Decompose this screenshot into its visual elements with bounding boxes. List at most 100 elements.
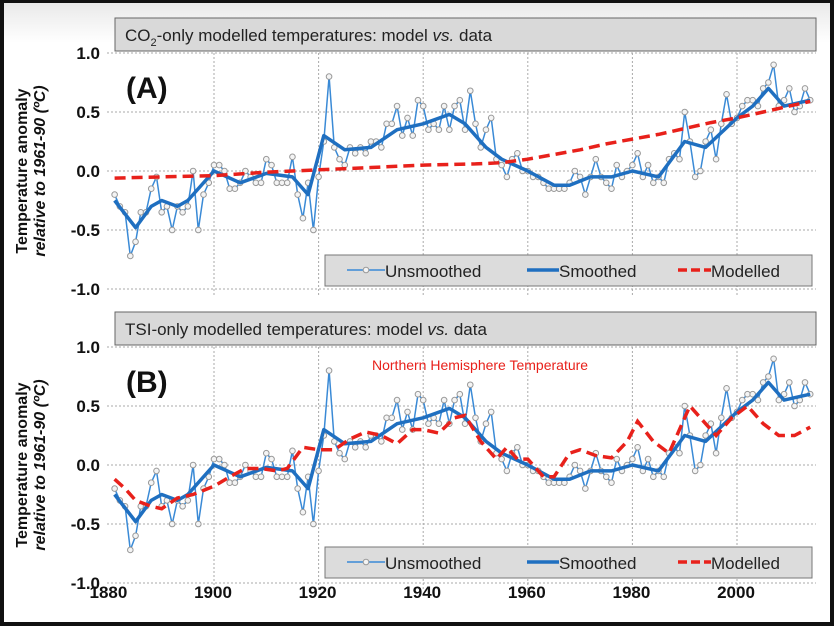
title-part-it: vs. xyxy=(427,320,449,339)
unsmoothed-point xyxy=(111,191,118,198)
legend-label-smoothed: Smoothed xyxy=(559,262,637,281)
y-axis-label: Temperature anomaly xyxy=(14,88,31,253)
chart-figure: CO2-only modelled temperatures: model vs… xyxy=(14,17,817,602)
unsmoothed-point xyxy=(231,479,239,487)
unsmoothed-point xyxy=(147,479,155,487)
y-tick-label: -0.5 xyxy=(71,221,100,240)
unsmoothed-point xyxy=(592,155,600,163)
x-tick-label: 1880 xyxy=(89,583,127,602)
unsmoothed-point xyxy=(195,226,202,234)
unsmoothed-point xyxy=(702,432,709,439)
unsmoothed-point xyxy=(127,546,134,554)
unsmoothed-point xyxy=(310,520,317,528)
y-tick-label: 0.0 xyxy=(76,456,100,475)
unsmoothed-point xyxy=(608,479,615,487)
x-tick-label: 2000 xyxy=(717,583,755,602)
unsmoothed-point xyxy=(681,402,689,410)
unsmoothed-point xyxy=(487,408,495,416)
unsmoothed-point xyxy=(754,396,762,404)
unsmoothed-point xyxy=(189,167,197,175)
smoothed-line xyxy=(113,380,811,524)
unsmoothed-point xyxy=(451,102,458,110)
unsmoothed-point xyxy=(477,144,485,151)
x-tick-label: 1960 xyxy=(508,583,546,602)
unsmoothed-point xyxy=(676,449,683,457)
unsmoothed-point xyxy=(179,209,186,216)
y-tick-label: 1.0 xyxy=(76,44,100,63)
unsmoothed-point xyxy=(466,381,474,389)
legend-marker-unsmoothed xyxy=(362,266,370,274)
unsmoothed-point xyxy=(571,461,579,469)
y-tick-label: -1.0 xyxy=(71,574,100,593)
unsmoothed-point xyxy=(602,473,610,481)
unsmoothed-point xyxy=(294,485,301,492)
unsmoothed-point xyxy=(351,444,359,451)
x-tick-label: 1920 xyxy=(299,583,337,602)
unsmoothed-point xyxy=(398,426,406,433)
unsmoothed-point xyxy=(759,379,767,386)
unsmoothed-point xyxy=(712,155,720,163)
unsmoothed-point xyxy=(780,390,788,398)
modelled-line xyxy=(113,402,812,511)
chart-title: CO2-only modelled temperatures: model vs… xyxy=(125,26,493,49)
unsmoothed-point xyxy=(184,497,192,504)
unsmoothed-point xyxy=(697,461,704,469)
unsmoothed-point xyxy=(362,444,369,451)
unsmoothed-point xyxy=(503,467,511,475)
unsmoothed-point xyxy=(466,87,474,95)
unsmoothed-point xyxy=(681,108,689,116)
unsmoothed-point xyxy=(613,455,621,463)
unsmoothed-point xyxy=(425,420,432,428)
unsmoothed-point xyxy=(310,226,317,234)
unsmoothed-point xyxy=(440,396,448,404)
unsmoothed-point xyxy=(472,414,479,422)
unsmoothed-point xyxy=(498,455,505,463)
unsmoothed-point xyxy=(498,161,505,169)
unsmoothed-point xyxy=(398,132,406,139)
unsmoothed-point xyxy=(147,185,155,192)
unsmoothed-point xyxy=(629,161,636,169)
unsmoothed-point xyxy=(446,126,453,133)
unsmoothed-point xyxy=(770,61,777,69)
unsmoothed-point xyxy=(644,161,652,169)
unsmoothed-point xyxy=(404,408,411,416)
legend-label-modelled: Modelled xyxy=(711,554,780,573)
unsmoothed-point xyxy=(608,185,615,192)
unsmoothed-point xyxy=(351,150,359,157)
unsmoothed-point xyxy=(738,396,746,404)
unsmoothed-point xyxy=(723,385,730,392)
unsmoothed-point xyxy=(289,447,296,455)
unsmoothed-point xyxy=(582,485,589,492)
title-part-post: data xyxy=(454,26,492,45)
unsmoothed-point xyxy=(414,96,422,104)
y-tick-label: -1.0 xyxy=(71,280,100,299)
unsmoothed-point xyxy=(650,179,657,187)
unsmoothed-point xyxy=(205,179,213,187)
title-box xyxy=(114,311,817,346)
unsmoothed-point xyxy=(712,449,720,457)
y-axis-label: Temperature anomaly xyxy=(14,382,31,547)
unsmoothed-point xyxy=(378,438,385,445)
y-tick-label: -0.5 xyxy=(71,515,100,534)
panel-label: (B) xyxy=(126,366,168,399)
y-tick-label: 0.5 xyxy=(76,103,100,122)
unsmoothed-point xyxy=(341,455,349,463)
unsmoothed-point xyxy=(409,132,417,139)
unsmoothed-point xyxy=(472,120,479,128)
unsmoothed-point xyxy=(205,473,213,481)
unsmoothed-point xyxy=(378,144,385,151)
unsmoothed-point xyxy=(435,126,443,133)
title-part-it: vs. xyxy=(433,26,455,45)
unsmoothed-point xyxy=(676,155,683,163)
title-part-post: data xyxy=(449,320,487,339)
unsmoothed-point xyxy=(315,173,322,181)
annotation: Northern Hemisphere Temperature xyxy=(372,357,588,373)
unsmoothed-point xyxy=(153,467,160,475)
x-tick-label: 1900 xyxy=(194,583,232,602)
unsmoothed-point xyxy=(702,138,709,145)
unsmoothed-point xyxy=(786,85,793,92)
unsmoothed-point xyxy=(691,467,699,475)
modelled-line xyxy=(114,99,811,180)
unsmoothed-point xyxy=(111,485,118,492)
y-tick-label: 0.5 xyxy=(76,397,100,416)
